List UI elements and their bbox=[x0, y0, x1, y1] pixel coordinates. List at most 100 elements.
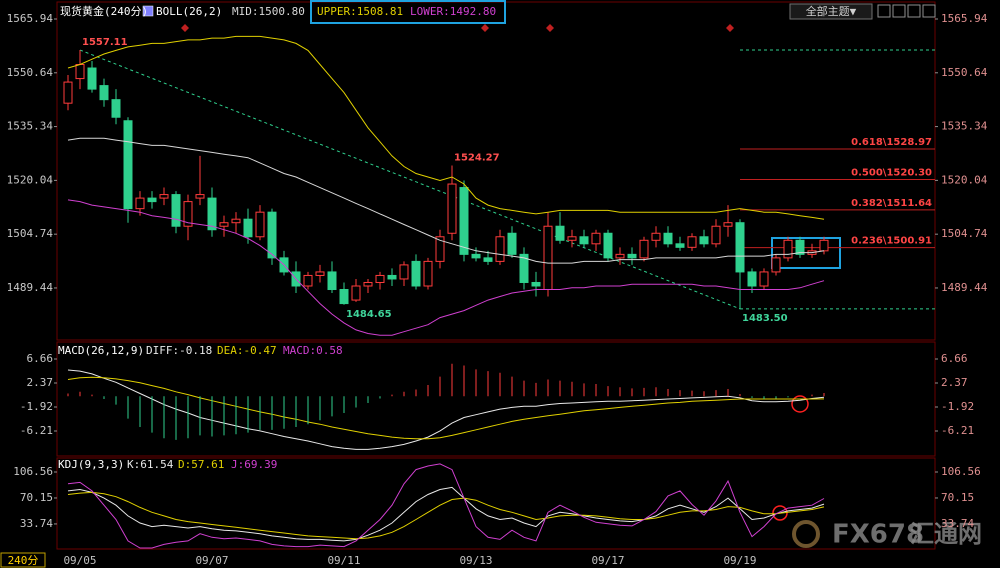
y-tick-label: 70.15 bbox=[941, 491, 974, 504]
y-tick-label: 1550.64 bbox=[7, 66, 54, 79]
x-tick-label: 09/11 bbox=[327, 554, 360, 567]
legend-entry: K:61.54 bbox=[127, 458, 174, 471]
y-tick-label: 1489.44 bbox=[941, 281, 988, 294]
fib-label: 0.382\1511.64 bbox=[851, 198, 932, 209]
candle-body bbox=[483, 257, 493, 262]
candle-body bbox=[231, 218, 241, 224]
fib-label: 0.500\1520.30 bbox=[851, 167, 932, 178]
panel-title: 现货黄金(240分) bbox=[60, 4, 148, 18]
candle-body bbox=[219, 222, 229, 227]
candle-body bbox=[375, 274, 385, 283]
fib-label: 0.236\1500.91 bbox=[851, 236, 932, 247]
candle-body bbox=[387, 274, 397, 280]
y-tick-label: 2.37 bbox=[27, 376, 54, 389]
candle-body bbox=[627, 253, 637, 259]
legend-entry: MID:1500.80 bbox=[232, 5, 305, 18]
candle-body bbox=[171, 194, 181, 227]
candle-body bbox=[435, 236, 445, 262]
theme-button[interactable] bbox=[789, 3, 873, 20]
candle-body bbox=[315, 271, 325, 276]
candle-body bbox=[123, 120, 133, 210]
indicator-line bbox=[67, 376, 825, 440]
candle-body bbox=[615, 253, 625, 259]
period-box[interactable] bbox=[0, 552, 46, 568]
x-tick-label: 09/13 bbox=[459, 554, 492, 567]
candle-body bbox=[759, 271, 769, 287]
highlight-box bbox=[771, 237, 841, 269]
y-tick-label: -6.21 bbox=[20, 424, 53, 437]
candle-body bbox=[699, 236, 709, 245]
y-tick-label: 1535.34 bbox=[7, 120, 54, 133]
y-tick-label: 1489.44 bbox=[7, 281, 54, 294]
candle-body bbox=[207, 197, 217, 231]
period-label[interactable]: 240分 bbox=[8, 554, 39, 567]
candle-body bbox=[411, 260, 421, 287]
candle-body bbox=[687, 236, 697, 248]
watermark-text: FX678 bbox=[832, 520, 924, 550]
panel-title: KDJ(9,3,3) bbox=[58, 458, 124, 471]
indicator-line bbox=[67, 463, 825, 549]
candle-body bbox=[747, 271, 757, 287]
legend-entry: LOWER:1492.80 bbox=[410, 5, 496, 18]
candle-body bbox=[87, 67, 97, 90]
y-tick-label: 1535.34 bbox=[941, 120, 988, 133]
kdj-panel-frame bbox=[56, 457, 936, 550]
candle-body bbox=[591, 232, 601, 245]
y-tick-label: -1.92 bbox=[941, 400, 974, 413]
candle-body bbox=[651, 232, 661, 241]
x-tick-label: 09/17 bbox=[591, 554, 624, 567]
y-tick-label: 6.66 bbox=[941, 352, 968, 365]
candle-body bbox=[795, 239, 805, 255]
theme-button-label[interactable]: 全部主题▼ bbox=[806, 4, 857, 18]
legend-entry: MACD:0.58 bbox=[283, 344, 343, 357]
indicator-line bbox=[67, 137, 825, 264]
y-tick-label: -6.21 bbox=[941, 424, 974, 437]
legend-entry: DIFF:-0.18 bbox=[146, 344, 212, 357]
candle-body bbox=[555, 225, 565, 241]
candle-body bbox=[327, 271, 337, 291]
candle-body bbox=[459, 187, 469, 255]
candle-body bbox=[819, 239, 829, 252]
y-tick-label: 70.15 bbox=[20, 491, 53, 504]
candle-body bbox=[519, 253, 529, 283]
candle-body bbox=[675, 243, 685, 248]
candle-body bbox=[303, 274, 313, 287]
legend-entry: UPPER:1508.81 bbox=[317, 5, 403, 18]
x-tick-label: 09/07 bbox=[195, 554, 228, 567]
y-tick-label: 6.66 bbox=[27, 352, 54, 365]
panel-title: MACD(26,12,9) bbox=[58, 344, 144, 357]
toolbar-icon[interactable] bbox=[892, 4, 906, 18]
indicator-line bbox=[67, 35, 825, 220]
y-tick-label: 33.74 bbox=[20, 517, 53, 530]
toolbar-icon[interactable] bbox=[877, 4, 891, 18]
candle-body bbox=[63, 81, 73, 104]
candle-body bbox=[723, 222, 733, 227]
annotation-label: 1557.11 bbox=[82, 37, 128, 48]
candle-body bbox=[567, 236, 577, 241]
y-tick-label: 1504.74 bbox=[7, 227, 54, 240]
candle-body bbox=[255, 211, 265, 238]
candle-body bbox=[99, 85, 109, 101]
y-tick-label: 1520.04 bbox=[941, 173, 988, 186]
y-tick-label: 1550.64 bbox=[941, 66, 988, 79]
toolbar-icon[interactable] bbox=[922, 4, 936, 18]
toolbar-icon[interactable] bbox=[907, 4, 921, 18]
y-tick-label: 33.74 bbox=[941, 517, 974, 530]
candle-body bbox=[243, 218, 253, 238]
candle-body bbox=[531, 281, 541, 287]
trend-line bbox=[79, 49, 741, 310]
candle-body bbox=[711, 225, 721, 245]
legend-entry: J:69.39 bbox=[231, 458, 277, 471]
legend-entry: DEA:-0.47 bbox=[217, 344, 277, 357]
candle-body bbox=[75, 63, 85, 80]
highlight-box bbox=[310, 0, 506, 24]
indicator-line bbox=[67, 491, 825, 540]
candle-body bbox=[423, 260, 433, 287]
candle-body bbox=[195, 194, 205, 199]
y-tick-label: 1565.94 bbox=[7, 12, 54, 25]
candle-body bbox=[543, 225, 553, 291]
annotation-label: 1524.27 bbox=[454, 153, 500, 164]
indicator-line bbox=[67, 369, 825, 450]
candle-body bbox=[471, 253, 481, 259]
